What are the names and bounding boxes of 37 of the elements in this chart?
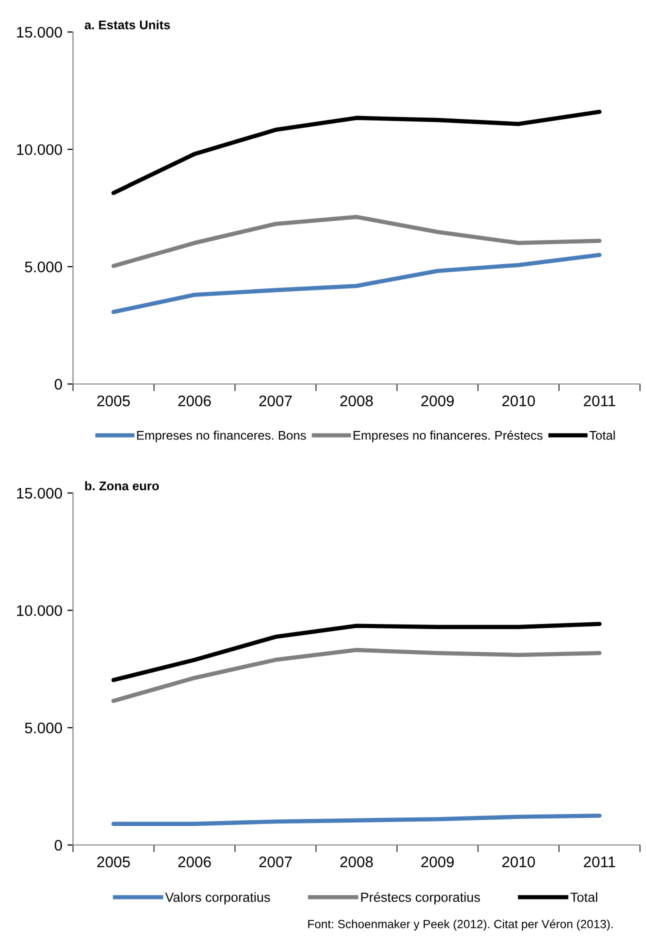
x-tick-label: 2006: [178, 396, 211, 406]
x-tick-label: 2006: [178, 856, 211, 868]
y-tick-label: 10.000: [17, 605, 62, 616]
legend-label: Total: [589, 430, 615, 440]
x-tick-label: 2008: [340, 396, 373, 406]
line-series: [111, 648, 602, 703]
x-tick-label: 2008: [340, 856, 373, 868]
y-tick-label: 5.000: [24, 262, 62, 272]
line-series: [111, 110, 602, 196]
legend-label: Empreses no financeres. Bons: [137, 430, 306, 442]
y-tick-label: 10.000: [17, 144, 62, 156]
y-tick-label: 15.000: [17, 488, 62, 499]
x-tick-label: 2005: [97, 856, 130, 868]
x-tick-label: 2007: [259, 856, 292, 868]
x-tick-label: 2009: [421, 396, 454, 406]
line-series: [111, 214, 602, 268]
text: Font: Schoenmaker y Peek (2012). Citat per Véron (2013).: [308, 919, 613, 931]
chart-title: a. Estats Units: [84, 20, 170, 30]
x-tick-label: 2005: [97, 396, 130, 406]
x-tick-label: 2011: [584, 396, 616, 406]
legend-label: Empreses no financeres. Préstecs: [354, 430, 543, 442]
x-tick-label: 2009: [421, 856, 454, 868]
y-tick-label: 15.000: [17, 26, 62, 38]
line-series: [111, 814, 602, 826]
line-series: [111, 252, 602, 314]
legend-label: Préstecs corporatius: [361, 892, 480, 905]
x-tick-label: 2010: [502, 396, 535, 406]
line-series: [111, 622, 602, 682]
chart-title: b. Zona euro: [85, 481, 159, 490]
x-tick-label: 2010: [502, 856, 535, 868]
y-tick-label: 0: [54, 840, 62, 851]
legend-label: Valors corporatius: [165, 892, 270, 905]
legend-label: Total: [570, 892, 598, 902]
x-tick-label: 2007: [259, 396, 292, 406]
y-tick-label: 5.000: [24, 722, 62, 734]
y-tick-label: 0: [54, 378, 62, 390]
x-tick-label: 2011: [584, 856, 616, 868]
